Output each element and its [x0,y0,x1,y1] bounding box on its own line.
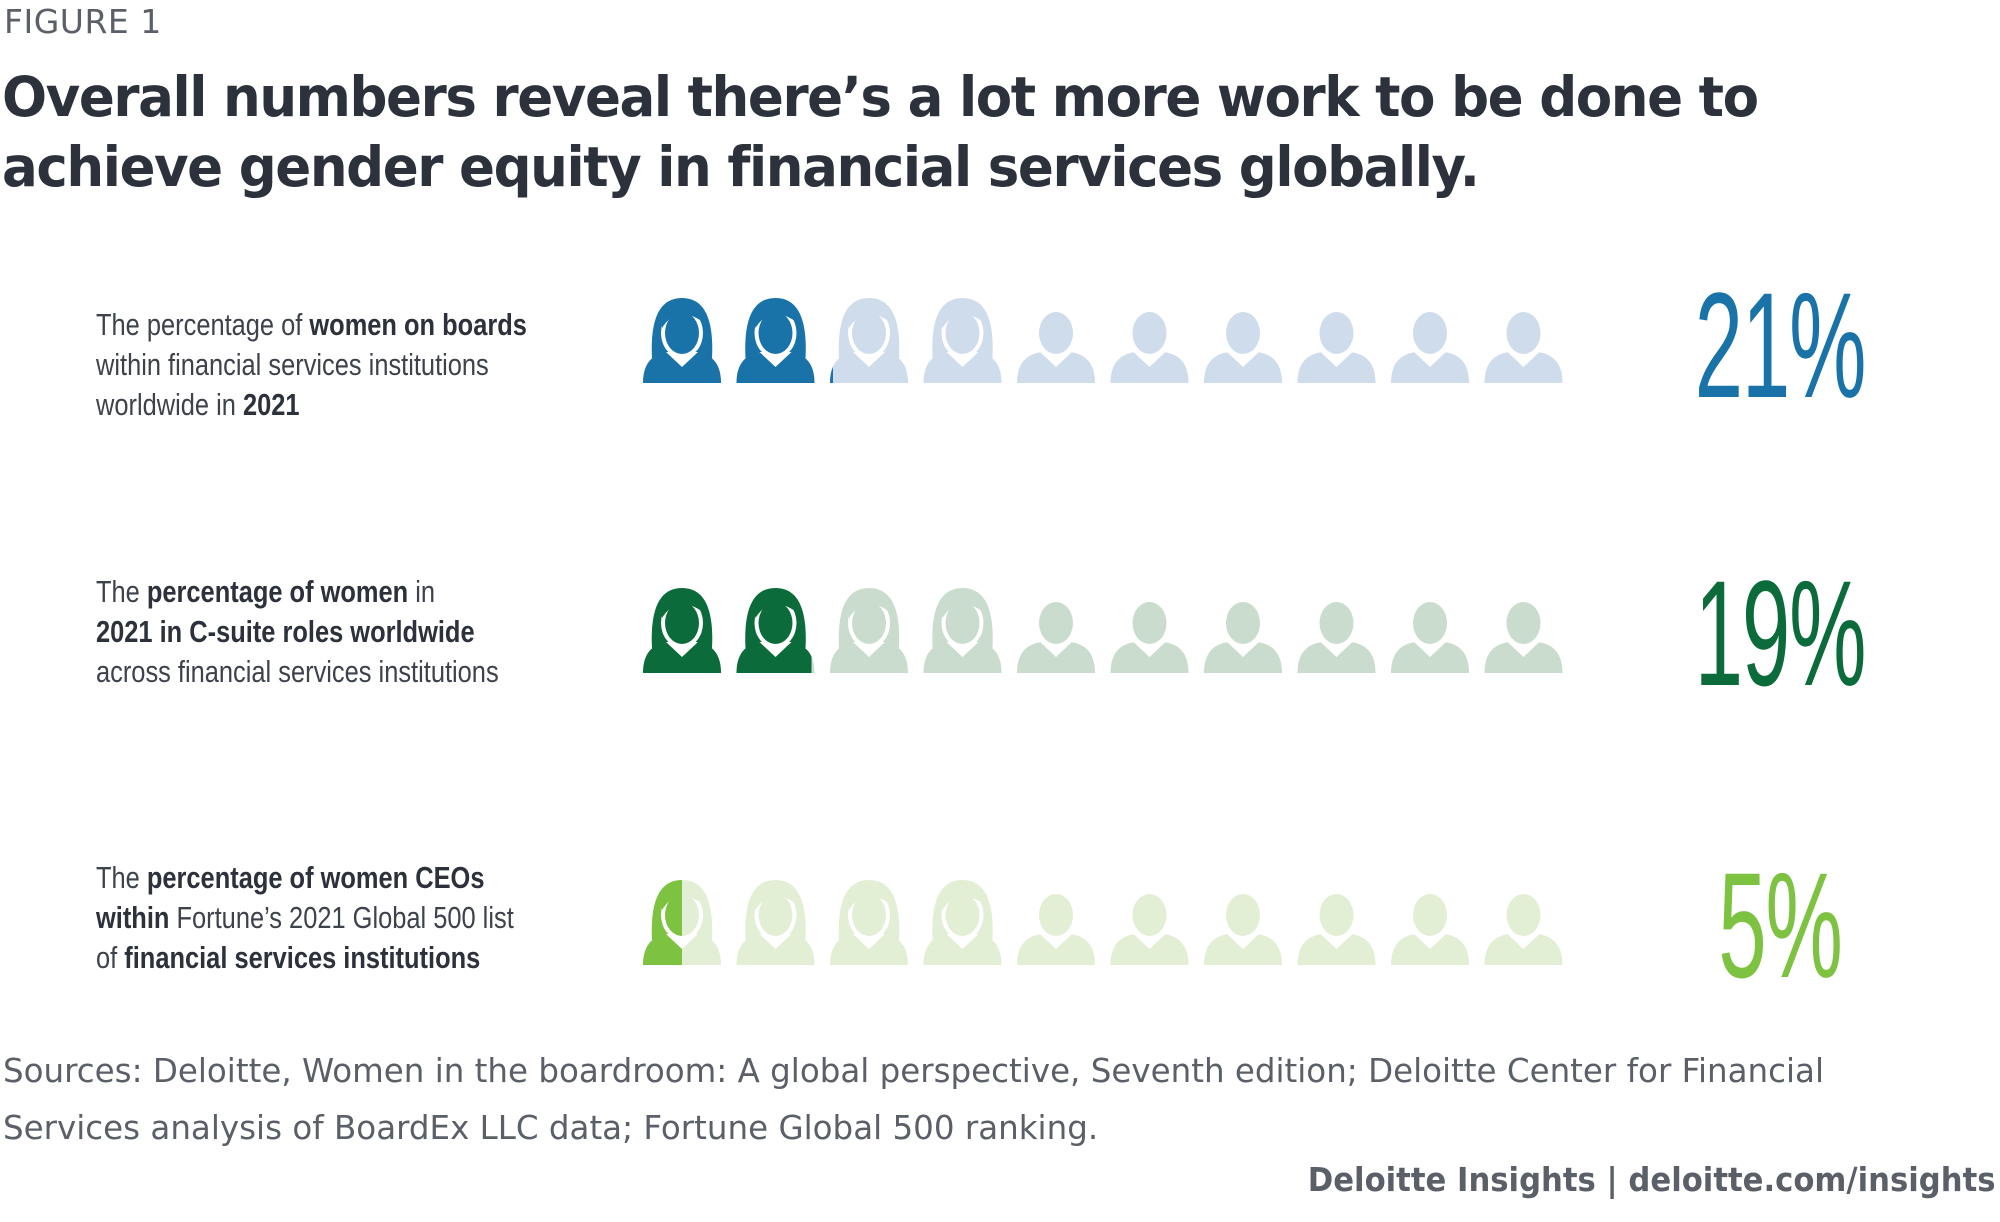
filled-person-icon [736,588,812,673]
woman-person-icon [923,588,1002,673]
person-icon [1110,890,1189,965]
row-label-c-suite: The percentage of women in 2021 in C-sui… [96,572,499,692]
row-label-ceos: The percentage of women CEOs within Fort… [96,858,514,978]
label-line: The percentage of women on boards [96,307,527,342]
label-line: The percentage of women CEOs [96,860,485,895]
value-label-women-on-boards: 21% [1694,261,1867,429]
person-icon [1484,308,1563,383]
person-icon [1484,598,1563,673]
person-icon [1297,598,1376,673]
filled-person-icon [830,366,833,383]
person-icon [1110,308,1189,383]
figure-label: FIGURE 1 [4,2,162,41]
woman-person-icon [830,880,908,965]
person-icon [1391,890,1469,965]
filled-person-icon [643,880,682,965]
row-label-women-on-boards: The percentage of women on boards within… [96,305,527,425]
person-icon [1204,308,1282,383]
person-icon [1391,308,1469,383]
person-icon [1017,308,1095,383]
label-line: within financial services institutions [96,347,489,382]
value-label-ceos: 5% [1718,841,1843,1009]
person-icon [1484,890,1563,965]
filled-person-icon [643,298,721,383]
filled-person-icon [736,298,815,383]
woman-person-icon [923,880,1002,965]
person-icon [1297,890,1376,965]
person-icon [1017,598,1095,673]
person-icon [1017,890,1095,965]
label-line: The percentage of women in [96,574,436,609]
woman-person-icon [830,298,908,383]
chart-title: Overall numbers reveal there’s a lot mor… [2,65,1759,199]
person-icon [1391,598,1469,673]
woman-person-icon [736,880,815,965]
filled-person-icon [643,588,721,673]
value-label-c-suite: 19% [1694,549,1867,717]
label-line: worldwide in 2021 [96,387,300,422]
person-icon [1297,308,1376,383]
woman-person-icon [923,298,1002,383]
label-line: 2021 in C-suite roles worldwide [96,614,475,649]
woman-person-icon [830,588,908,673]
person-icon [1204,890,1282,965]
label-line: within Fortune’s 2021 Global 500 list [96,900,514,935]
person-icon [1204,598,1282,673]
label-line: of financial services institutions [96,940,481,975]
brand-footer: Deloitte Insights | deloitte.com/insight… [1308,1160,1996,1199]
sources-note: Sources: Deloitte, Women in the boardroo… [3,1051,1824,1147]
label-line: across financial services institutions [96,654,499,689]
person-icon [1110,598,1189,673]
